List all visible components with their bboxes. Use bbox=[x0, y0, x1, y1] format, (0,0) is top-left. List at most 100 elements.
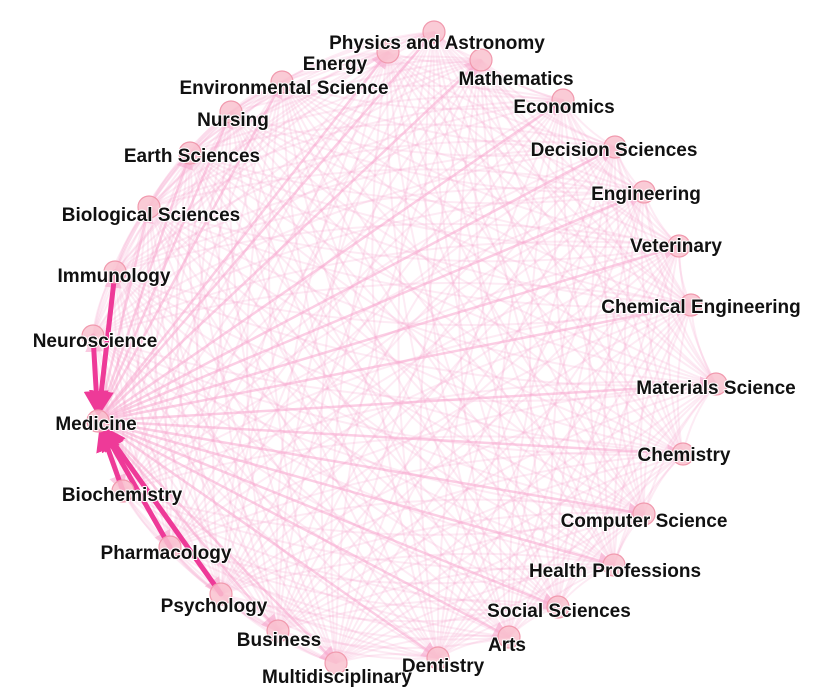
edge-social-multidisciplinary bbox=[335, 606, 559, 664]
edge-engineering-computer bbox=[623, 191, 645, 515]
node-energy[interactable] bbox=[376, 40, 400, 64]
edge-nursing-veterinary bbox=[230, 111, 680, 247]
node-biochemistry[interactable] bbox=[111, 479, 135, 503]
edge-medicine-mathematics bbox=[97, 58, 483, 422]
node-neuroscience[interactable] bbox=[81, 324, 105, 348]
edge-decision-materials bbox=[614, 146, 717, 385]
edge-medicine-energy bbox=[97, 50, 390, 422]
edge-immunology-multidisciplinary bbox=[114, 271, 337, 664]
node-chemeng[interactable] bbox=[679, 293, 703, 317]
edge-neuroscience-business bbox=[92, 335, 279, 632]
node-health[interactable] bbox=[602, 553, 626, 577]
edge-mathematics-decision bbox=[480, 59, 616, 148]
edge-physics-social bbox=[432, 31, 559, 608]
label-materials: Materials Science bbox=[636, 378, 795, 399]
edge-physics-materials bbox=[433, 31, 717, 385]
edge-medicine-biological bbox=[96, 205, 154, 422]
edge-mathematics-chemistry bbox=[480, 59, 684, 455]
node-mathematics[interactable] bbox=[469, 48, 493, 72]
edge-environmental-psychology bbox=[212, 81, 283, 595]
node-business[interactable] bbox=[266, 619, 290, 643]
node-immunology[interactable] bbox=[103, 260, 127, 284]
edge-medicine-computer bbox=[97, 419, 646, 520]
edge-engineering-immunology bbox=[114, 186, 645, 273]
edge-chemeng-psychology bbox=[220, 304, 692, 595]
label-physics: Physics and Astronomy bbox=[329, 33, 545, 54]
node-economics[interactable] bbox=[551, 88, 575, 112]
node-nursing[interactable] bbox=[219, 100, 243, 124]
node-arts[interactable] bbox=[497, 625, 521, 649]
edge-immunology-computer bbox=[114, 271, 645, 515]
edge-decision-chemistry bbox=[613, 146, 684, 455]
node-earth[interactable] bbox=[178, 141, 202, 165]
node-biological[interactable] bbox=[137, 195, 161, 219]
edge-mathematics-social bbox=[474, 59, 559, 608]
edge-nursing-social bbox=[230, 111, 559, 608]
edge-physics-nursing bbox=[230, 31, 435, 113]
edge-veterinary-dentistry bbox=[437, 245, 680, 659]
node-psychology[interactable] bbox=[209, 582, 233, 606]
node-social[interactable] bbox=[546, 595, 570, 619]
edge-engineering-biochemistry bbox=[122, 191, 645, 492]
edge-energy-computer bbox=[387, 51, 645, 515]
node-medicine[interactable] bbox=[86, 409, 110, 433]
edge-physics-environmental bbox=[281, 31, 435, 83]
node-physics[interactable] bbox=[422, 20, 446, 44]
edge-energy-immunology bbox=[114, 51, 389, 273]
label-mathematics: Mathematics bbox=[458, 69, 573, 90]
edge-immunology-health bbox=[114, 271, 615, 566]
edge-physics-chemistry bbox=[433, 31, 684, 455]
edge-energy-neuroscience bbox=[92, 51, 389, 337]
edge-energy-chemeng bbox=[387, 51, 692, 306]
node-materials[interactable] bbox=[704, 372, 728, 396]
edge-materials-health bbox=[613, 383, 717, 566]
edge-engineering-biological bbox=[148, 168, 645, 208]
edge-neuroscience-arts bbox=[92, 335, 510, 638]
label-business: Business bbox=[237, 630, 321, 651]
node-decision[interactable] bbox=[603, 135, 627, 159]
edge-computer-social bbox=[557, 513, 645, 608]
edge-veterinary-multidisciplinary bbox=[335, 245, 680, 664]
edge-mathematics-veterinary bbox=[480, 59, 680, 247]
edge-decision-chemeng bbox=[614, 146, 692, 306]
node-pharmacology[interactable] bbox=[158, 535, 182, 559]
node-multidisciplinary[interactable] bbox=[324, 651, 348, 675]
node-environmental[interactable] bbox=[270, 70, 294, 94]
edge-nursing-multidisciplinary bbox=[228, 111, 337, 664]
edge-economics-social bbox=[529, 99, 564, 608]
edge-earth-engineering bbox=[189, 152, 645, 205]
edge-neuroscience-materials bbox=[92, 335, 717, 403]
edge-environmental-dentistry bbox=[281, 81, 439, 659]
edge-veterinary-chemistry bbox=[667, 245, 684, 455]
edge-decision-pharmacology bbox=[169, 146, 616, 548]
edge-earth-psychology bbox=[175, 152, 222, 595]
node-computer[interactable] bbox=[632, 502, 656, 526]
edge-engineering-business bbox=[277, 191, 645, 632]
edge-decision-multidisciplinary bbox=[335, 146, 616, 664]
node-chemistry[interactable] bbox=[671, 442, 695, 466]
node-engineering[interactable] bbox=[632, 180, 656, 204]
edge-medicine-health bbox=[97, 419, 616, 570]
edge-decision-biological bbox=[148, 139, 616, 208]
edge-decision-earth bbox=[189, 123, 616, 154]
edge-arts-multidisciplinary bbox=[335, 634, 510, 664]
edge-engineering-multidisciplinary bbox=[335, 191, 645, 664]
edge-decision-social bbox=[550, 146, 616, 608]
edge-psychology-social bbox=[220, 593, 559, 623]
edge-environmental-chemistry bbox=[281, 81, 684, 455]
edge-engineering-chemistry bbox=[640, 191, 684, 455]
node-dentistry[interactable] bbox=[426, 646, 450, 670]
label-multidisciplinary: Multidisciplinary bbox=[262, 667, 412, 688]
edge-nursing-health bbox=[230, 111, 615, 566]
edge-medicine-business bbox=[97, 420, 280, 633]
node-veterinary[interactable] bbox=[667, 234, 691, 258]
edge-medicine-physics bbox=[97, 30, 436, 422]
edge-materials-arts bbox=[508, 383, 717, 638]
label-computer: Computer Science bbox=[561, 511, 728, 532]
edge-nursing-immunology bbox=[114, 111, 232, 273]
edge-medicine-veterinary bbox=[97, 242, 681, 423]
edge-environmental-multidisciplinary bbox=[267, 81, 337, 664]
edge-physics-computer bbox=[433, 31, 645, 515]
edge-environmental-health bbox=[281, 81, 615, 566]
